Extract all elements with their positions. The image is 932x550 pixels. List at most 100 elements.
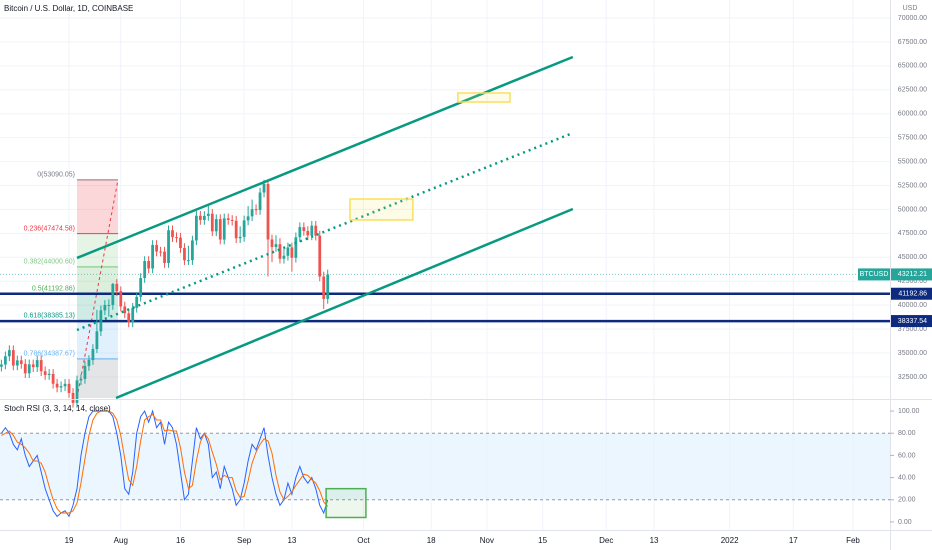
- price-label: 43212.21: [898, 271, 927, 278]
- candle-body: [302, 227, 306, 231]
- y-tick-label: 40000.00: [898, 302, 927, 309]
- candle-body: [163, 251, 166, 264]
- candle-body: [218, 219, 222, 240]
- candle-body: [3, 356, 7, 365]
- candle-body: [206, 213, 210, 216]
- x-tick-label: 17: [789, 536, 798, 545]
- chart-title: Bitcoin / U.S. Dollar, 1D, COINBASE: [4, 4, 133, 13]
- candle-body: [318, 235, 322, 277]
- candle-body: [79, 378, 83, 381]
- y-tick-label: 60.00: [898, 452, 916, 459]
- symbol-label: BTCUSD: [860, 271, 889, 278]
- candle-body: [226, 218, 230, 220]
- candle-body: [183, 248, 186, 261]
- candle-body: [139, 278, 143, 297]
- y-tick-label: 0.00: [898, 519, 912, 526]
- candle-body: [55, 383, 59, 388]
- candle-body: [27, 364, 31, 374]
- annotation-box: [457, 92, 511, 103]
- x-tick-label: 13: [287, 536, 296, 545]
- candle-body: [71, 392, 75, 403]
- y-tick-label: 62500.00: [898, 87, 927, 94]
- candle-body: [179, 237, 182, 249]
- indicator-band: [0, 433, 890, 500]
- x-tick-label: Oct: [357, 536, 370, 545]
- candle-body: [258, 192, 262, 211]
- candle-body: [111, 283, 115, 305]
- candle-body: [191, 240, 194, 261]
- candle-body: [326, 274, 330, 299]
- candle-body: [270, 239, 274, 248]
- x-tick-label: Aug: [114, 536, 128, 545]
- candle-body: [131, 307, 135, 323]
- candle-body: [294, 237, 298, 258]
- price-label-bg: [891, 287, 932, 300]
- candle-body: [63, 383, 67, 387]
- candle-body: [306, 230, 310, 236]
- candle-body: [194, 215, 198, 241]
- candle-body: [43, 371, 47, 376]
- y-tick-label: 55000.00: [898, 158, 927, 165]
- x-tick-label: 18: [427, 536, 436, 545]
- candle-body: [155, 244, 158, 252]
- candle-body: [222, 218, 226, 240]
- candle-body: [135, 296, 139, 308]
- candle-body: [230, 219, 234, 221]
- candle-body: [286, 247, 290, 256]
- candle-body: [278, 244, 282, 259]
- plot: [0, 55, 890, 519]
- candle-body: [67, 383, 71, 393]
- candle-body: [39, 360, 43, 372]
- price-label: 38337.54: [898, 318, 927, 325]
- channel-line: [76, 55, 574, 260]
- indicator-line: [1, 410, 329, 514]
- channel-line: [115, 207, 574, 400]
- candle-body: [35, 360, 39, 368]
- candle-body: [11, 350, 15, 366]
- candle-body: [274, 244, 278, 248]
- fib-label: 0(53090.05): [37, 172, 75, 179]
- candle-body: [210, 213, 214, 232]
- candle-body: [23, 363, 27, 374]
- y-tick-label: 40.00: [898, 474, 916, 481]
- y-tick-label: 42500.00: [898, 278, 927, 285]
- candle-body: [322, 276, 326, 299]
- price-label-bg: [891, 315, 932, 328]
- x-tick-label: Nov: [480, 536, 494, 545]
- y-tick-label: 65000.00: [898, 63, 927, 70]
- fib-zone: [77, 179, 118, 234]
- candle-body: [147, 261, 151, 269]
- price-label: 41192.86: [898, 291, 927, 298]
- candle-body: [59, 386, 63, 388]
- candle-body: [290, 247, 294, 258]
- candle-body: [246, 216, 250, 221]
- y-tick-label: 32500.00: [898, 374, 927, 381]
- candle-body: [0, 364, 3, 367]
- symbol-label-bg: [858, 268, 890, 281]
- fib-label: 0.236(47474.58): [24, 225, 75, 232]
- annotation-box: [349, 198, 414, 221]
- y-tick-label: 70000.00: [898, 15, 927, 22]
- candle-body: [83, 366, 87, 379]
- fib-label: 0.382(44000.60): [24, 259, 75, 266]
- x-tick-label: 16: [176, 536, 185, 545]
- y-tick-label: 67500.00: [898, 39, 927, 46]
- candle-body: [75, 380, 79, 403]
- candle-body: [51, 373, 55, 384]
- x-tick-label: 15: [538, 536, 547, 545]
- candle-body: [95, 331, 99, 349]
- y-tick-label: 20.00: [898, 497, 916, 504]
- y-tick-label: 50000.00: [898, 206, 927, 213]
- fib-label: 0.786(34387.67): [24, 351, 75, 358]
- y-tick-label: 80.00: [898, 430, 916, 437]
- x-tick-label: 19: [65, 536, 74, 545]
- candle-body: [143, 261, 147, 279]
- candle-body: [115, 283, 119, 292]
- candle-body: [103, 304, 107, 311]
- candle-body: [202, 215, 206, 220]
- currency-label: USD: [903, 5, 918, 12]
- x-tick-label: 13: [650, 536, 659, 545]
- channel-line: [76, 131, 574, 332]
- candle-body: [7, 350, 11, 357]
